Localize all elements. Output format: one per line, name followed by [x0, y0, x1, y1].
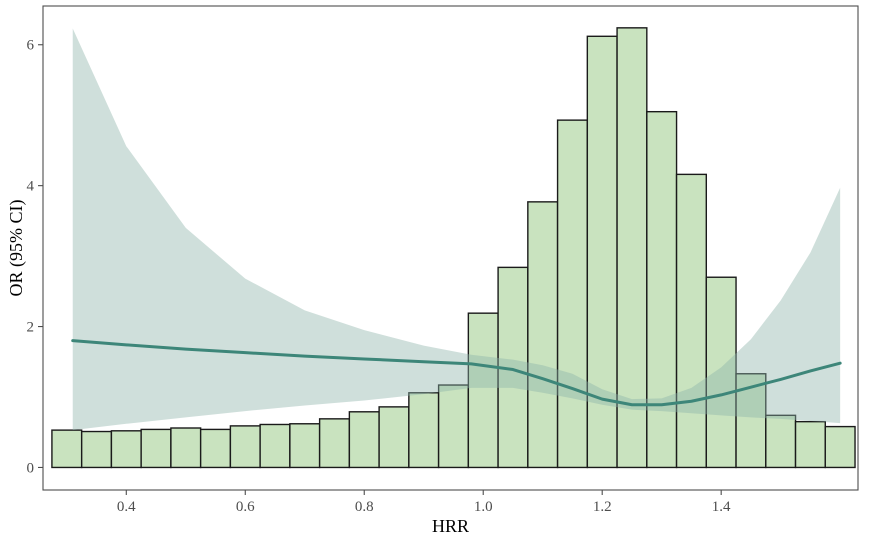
y-tick-label: 2 [27, 320, 35, 336]
x-tick-label: 1.4 [712, 499, 731, 515]
histogram-bar [51, 429, 83, 469]
histogram-bar [556, 119, 589, 469]
x-tick-label: 0.6 [236, 499, 255, 515]
histogram-bar [646, 110, 678, 469]
histogram-bar [675, 173, 708, 469]
histogram-bar [348, 411, 380, 469]
or-line [71, 339, 842, 407]
y-axis: 0 2 4 6 [27, 38, 43, 476]
y-tick-label: 4 [27, 179, 35, 195]
histogram-bar [170, 427, 202, 469]
histogram-bar [259, 423, 291, 469]
histogram-bar [527, 201, 559, 469]
x-tick-label: 1.0 [474, 499, 493, 515]
histogram-bar [289, 423, 321, 469]
ci-band-area [72, 28, 841, 431]
panel-border [42, 5, 859, 491]
histogram-bar [140, 428, 172, 469]
x-tick-label: 0.8 [355, 499, 374, 515]
y-tick-label: 0 [27, 460, 35, 476]
x-tick-label: 0.4 [117, 499, 136, 515]
x-axis-title: HRR [432, 516, 469, 536]
histogram-bar [199, 428, 232, 469]
histogram-bar [467, 312, 499, 469]
histogram-bar [80, 430, 113, 469]
histogram-bars [51, 27, 856, 469]
histogram-bar [378, 406, 410, 469]
x-tick-label: 1.2 [593, 499, 612, 515]
y-axis-title: OR (95% CI) [6, 200, 27, 297]
confidence-band [72, 28, 841, 431]
or-curve [71, 339, 842, 407]
histogram-bar [437, 384, 470, 469]
histogram-bar [794, 420, 826, 469]
histogram-bar [229, 425, 261, 469]
histogram-bar [765, 414, 797, 469]
x-axis: 0.4 0.6 0.8 1.0 1.2 1.4 [117, 490, 731, 515]
histogram-bar [408, 392, 440, 469]
histogram-bar [824, 425, 856, 469]
histogram-bar [705, 276, 737, 469]
histogram-bar [110, 430, 142, 469]
y-tick-label: 6 [27, 38, 35, 54]
histogram-bar [318, 418, 351, 469]
